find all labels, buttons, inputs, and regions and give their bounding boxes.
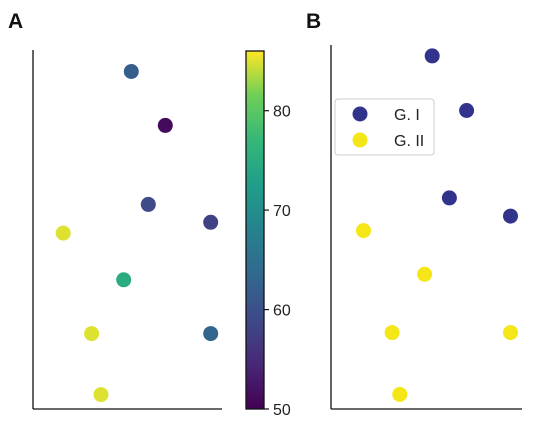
- panel-b-series-2-point-4: [503, 325, 518, 341]
- legend-marker-2: [352, 132, 368, 148]
- panel-a-point-9: [93, 387, 109, 403]
- panel-b-series-1-point-2: [459, 103, 475, 118]
- panel-a-point-7: [84, 326, 100, 342]
- panel-a-point-5: [55, 225, 71, 241]
- colorbar-tick-label-50: 50: [273, 402, 291, 419]
- panel-b-series-1-point-3: [441, 190, 457, 206]
- panel-a-point-8: [203, 326, 219, 342]
- panel-a-point-3: [140, 196, 156, 212]
- legend-label-1: G. I: [394, 107, 420, 124]
- legend: G. I G. II: [334, 98, 435, 156]
- colorbar-tick-label-70: 70: [273, 203, 291, 220]
- panel-b-series-1-point-4: [503, 208, 518, 224]
- colorbar-ticks: 50 60 70 80: [264, 104, 291, 419]
- panel-a-point-2: [157, 117, 173, 133]
- panel-b-label: B: [306, 10, 321, 33]
- panel-b-series-1-point-1: [424, 48, 440, 64]
- panel-a-point-6: [116, 272, 132, 288]
- panel-b-series-2-point-3: [384, 325, 400, 341]
- panel-b-points: [356, 48, 518, 402]
- colorbar-gradient: [245, 50, 265, 410]
- colorbar-tick-label-80: 80: [273, 104, 291, 121]
- colorbar: 50 60 70 80: [245, 50, 291, 419]
- panel-a-point-1: [123, 64, 139, 79]
- panel-b-series-2-point-1: [356, 223, 371, 239]
- panel-a-point-4: [203, 214, 219, 230]
- legend-label-2: G. II: [394, 133, 424, 150]
- panel-b-series-2-point-2: [417, 266, 433, 282]
- panel-a: A: [8, 10, 222, 410]
- panel-b-series-2-point-5: [392, 386, 408, 402]
- panel-a-points: [55, 64, 219, 403]
- panel-b: B G. I G. II: [306, 10, 522, 410]
- panel-a-label: A: [8, 10, 23, 33]
- colorbar-tick-label-60: 60: [273, 303, 291, 320]
- legend-marker-1: [352, 106, 368, 122]
